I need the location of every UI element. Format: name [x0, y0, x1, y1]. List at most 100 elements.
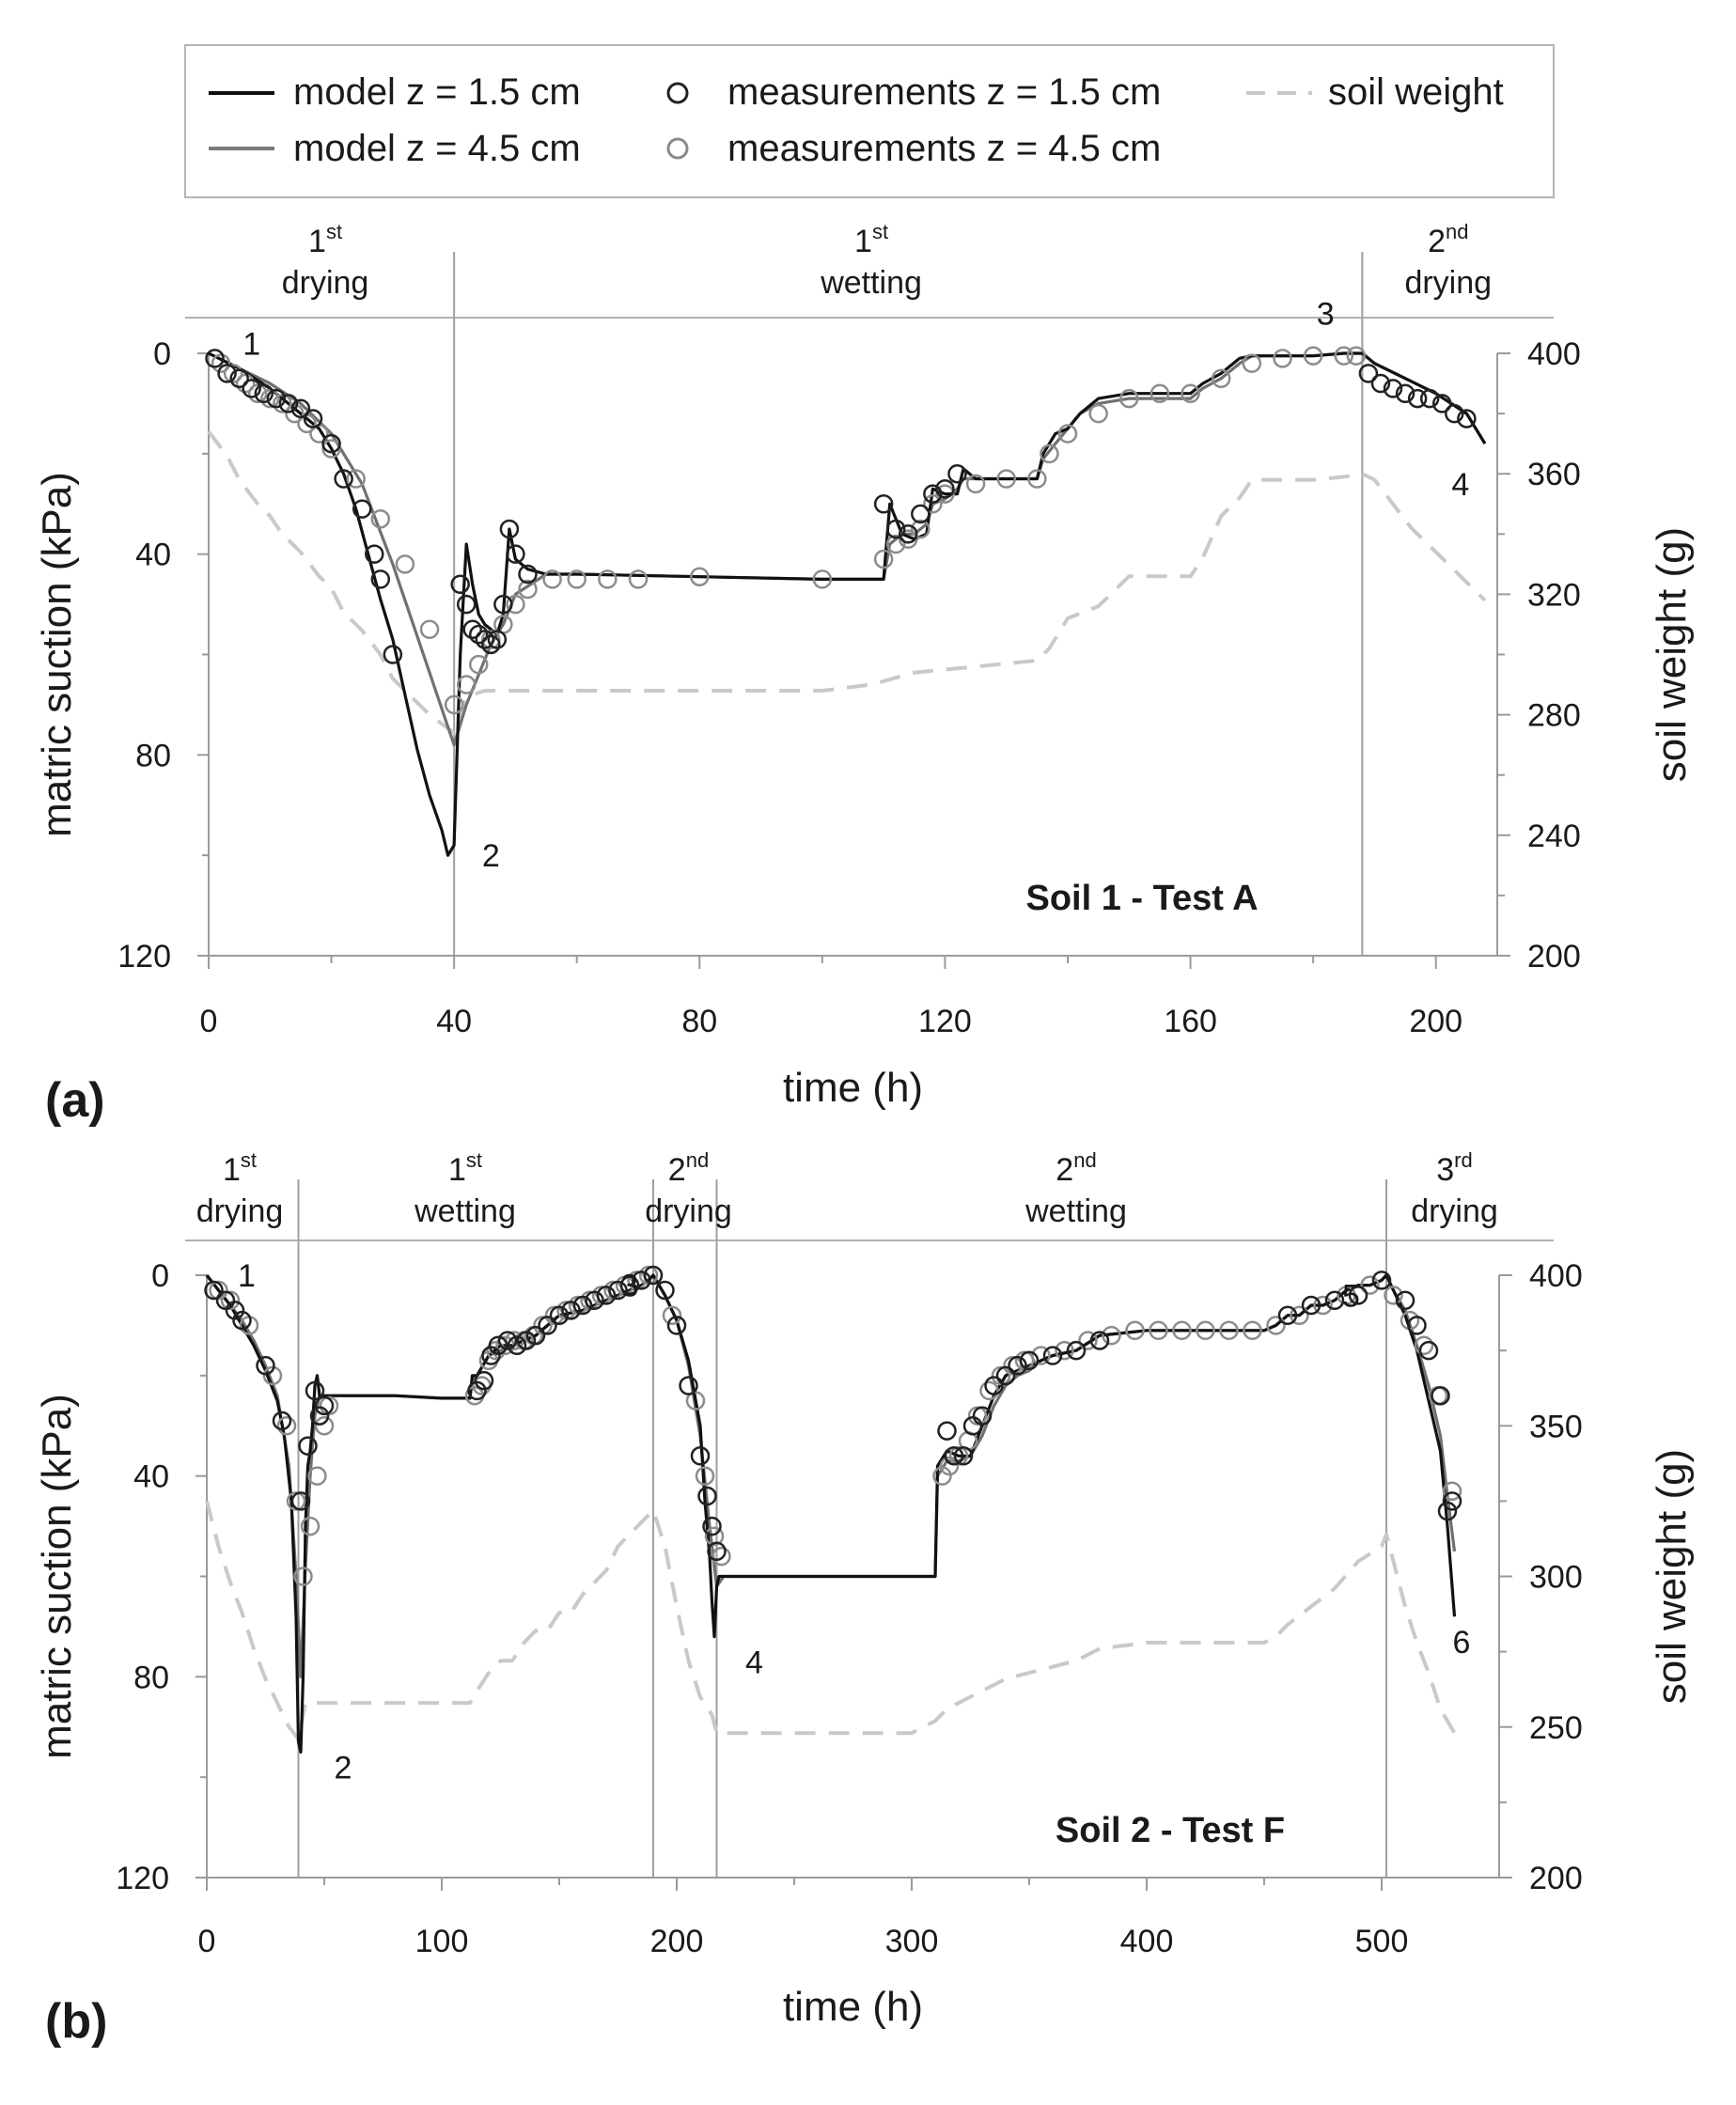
data-point: [1407, 1316, 1427, 1335]
data-point: [229, 368, 249, 388]
phase-ordinal: 3rd: [1436, 1148, 1472, 1188]
data-point: [225, 1301, 245, 1320]
data-point: [352, 499, 372, 519]
data-point: [285, 403, 305, 424]
data-point: [704, 1526, 725, 1547]
data-point: [1371, 1271, 1392, 1290]
data-point: [487, 630, 508, 649]
y-tick-label: 40: [133, 1459, 169, 1495]
data-point: [314, 1396, 335, 1416]
phase-ordinal-suffix: rd: [1454, 1148, 1473, 1172]
data-point: [690, 567, 710, 586]
data-point: [996, 469, 1016, 489]
data-point: [1384, 1286, 1403, 1305]
phase-ordinal-number: 1: [854, 224, 872, 259]
y-tick-label: 0: [151, 1258, 169, 1294]
data-point: [1407, 388, 1428, 409]
data-point: [899, 529, 918, 549]
phase-name: drying: [282, 265, 369, 301]
phase-name: wetting: [414, 1193, 516, 1229]
y2-tick-label: 360: [1527, 457, 1581, 492]
data-point: [596, 1286, 617, 1305]
data-point: [450, 574, 470, 594]
data-point: [276, 1416, 297, 1436]
phase-ordinal-suffix: st: [466, 1148, 482, 1172]
panel-label: (a): [45, 1073, 105, 1128]
data-point: [561, 1301, 581, 1320]
data-point: [488, 1335, 508, 1356]
data-point: [493, 594, 513, 615]
data-point: [254, 383, 274, 403]
data-point: [1334, 346, 1354, 366]
data-point: [419, 619, 440, 640]
data-point: [1172, 1320, 1192, 1341]
point-annotation: 3: [621, 1269, 639, 1304]
data-point: [1055, 1340, 1074, 1361]
data-point: [873, 494, 894, 514]
data-point: [608, 1280, 628, 1301]
data-point: [1395, 383, 1415, 403]
point-annotation: 1: [238, 1258, 256, 1294]
data-point: [1419, 388, 1440, 409]
data-point: [444, 694, 464, 715]
data-point: [937, 1421, 957, 1441]
x-tick-label: 500: [1355, 1924, 1409, 1959]
data-point: [321, 433, 341, 454]
data-point: [204, 1280, 224, 1301]
data-point: [948, 1446, 969, 1466]
y-tick-label: 120: [116, 1861, 169, 1896]
data-point: [395, 554, 415, 574]
phase-ordinal: 1st: [223, 1148, 257, 1188]
phase-name: drying: [645, 1193, 732, 1229]
data-point: [1031, 1346, 1051, 1365]
x-tick-label: 400: [1120, 1924, 1174, 1959]
data-point: [1431, 394, 1452, 413]
data-point: [1360, 1275, 1380, 1295]
y2-tick-label: 400: [1529, 1258, 1583, 1294]
data-point: [525, 1325, 546, 1346]
data-point: [300, 1516, 321, 1536]
data-point: [567, 569, 586, 589]
data-point: [1196, 1320, 1215, 1341]
data-point: [272, 1411, 292, 1431]
y2-tick-label: 300: [1529, 1560, 1583, 1596]
phase-ordinal: 2nd: [1428, 220, 1468, 259]
phase-ordinal-number: 1: [308, 224, 326, 259]
point-annotation: 3: [1317, 296, 1335, 332]
data-point: [1348, 1286, 1368, 1305]
data-point: [935, 484, 955, 504]
data-point: [474, 1370, 494, 1391]
data-point: [1040, 444, 1059, 464]
legend: model z = 1.5 cm measurements z = 1.5 cm…: [184, 44, 1555, 198]
data-point: [1102, 1325, 1121, 1346]
y2-tick-label: 350: [1529, 1409, 1583, 1444]
data-point: [298, 1436, 318, 1456]
data-point: [481, 630, 501, 649]
data-point: [211, 353, 231, 373]
y-tick-label: 120: [117, 939, 171, 975]
data-point: [991, 1365, 1011, 1386]
legend-label-model-15: model z = 1.5 cm: [293, 71, 581, 113]
data-point: [1418, 1340, 1439, 1361]
data-point: [462, 619, 482, 640]
data-point: [262, 1365, 283, 1386]
data-point: [1119, 388, 1139, 409]
data-point: [305, 1380, 325, 1401]
legend-label-soil-weight: soil weight: [1328, 71, 1504, 113]
x-tick-label: 300: [885, 1924, 939, 1959]
data-point: [1008, 1355, 1027, 1376]
data-point: [507, 1335, 527, 1356]
point-annotation: 6: [1453, 1625, 1471, 1661]
data-point: [944, 1446, 964, 1466]
y2-tick-label: 250: [1529, 1710, 1583, 1746]
data-point: [383, 645, 403, 664]
data-point: [370, 569, 391, 589]
data-point: [953, 1446, 974, 1466]
y-tick-label: 80: [133, 1660, 169, 1695]
data-point: [256, 1355, 275, 1376]
data-point: [467, 1380, 487, 1401]
data-point: [538, 1316, 557, 1335]
point-annotation: 5: [1342, 1278, 1360, 1314]
phase-ordinal-suffix: st: [872, 220, 888, 243]
